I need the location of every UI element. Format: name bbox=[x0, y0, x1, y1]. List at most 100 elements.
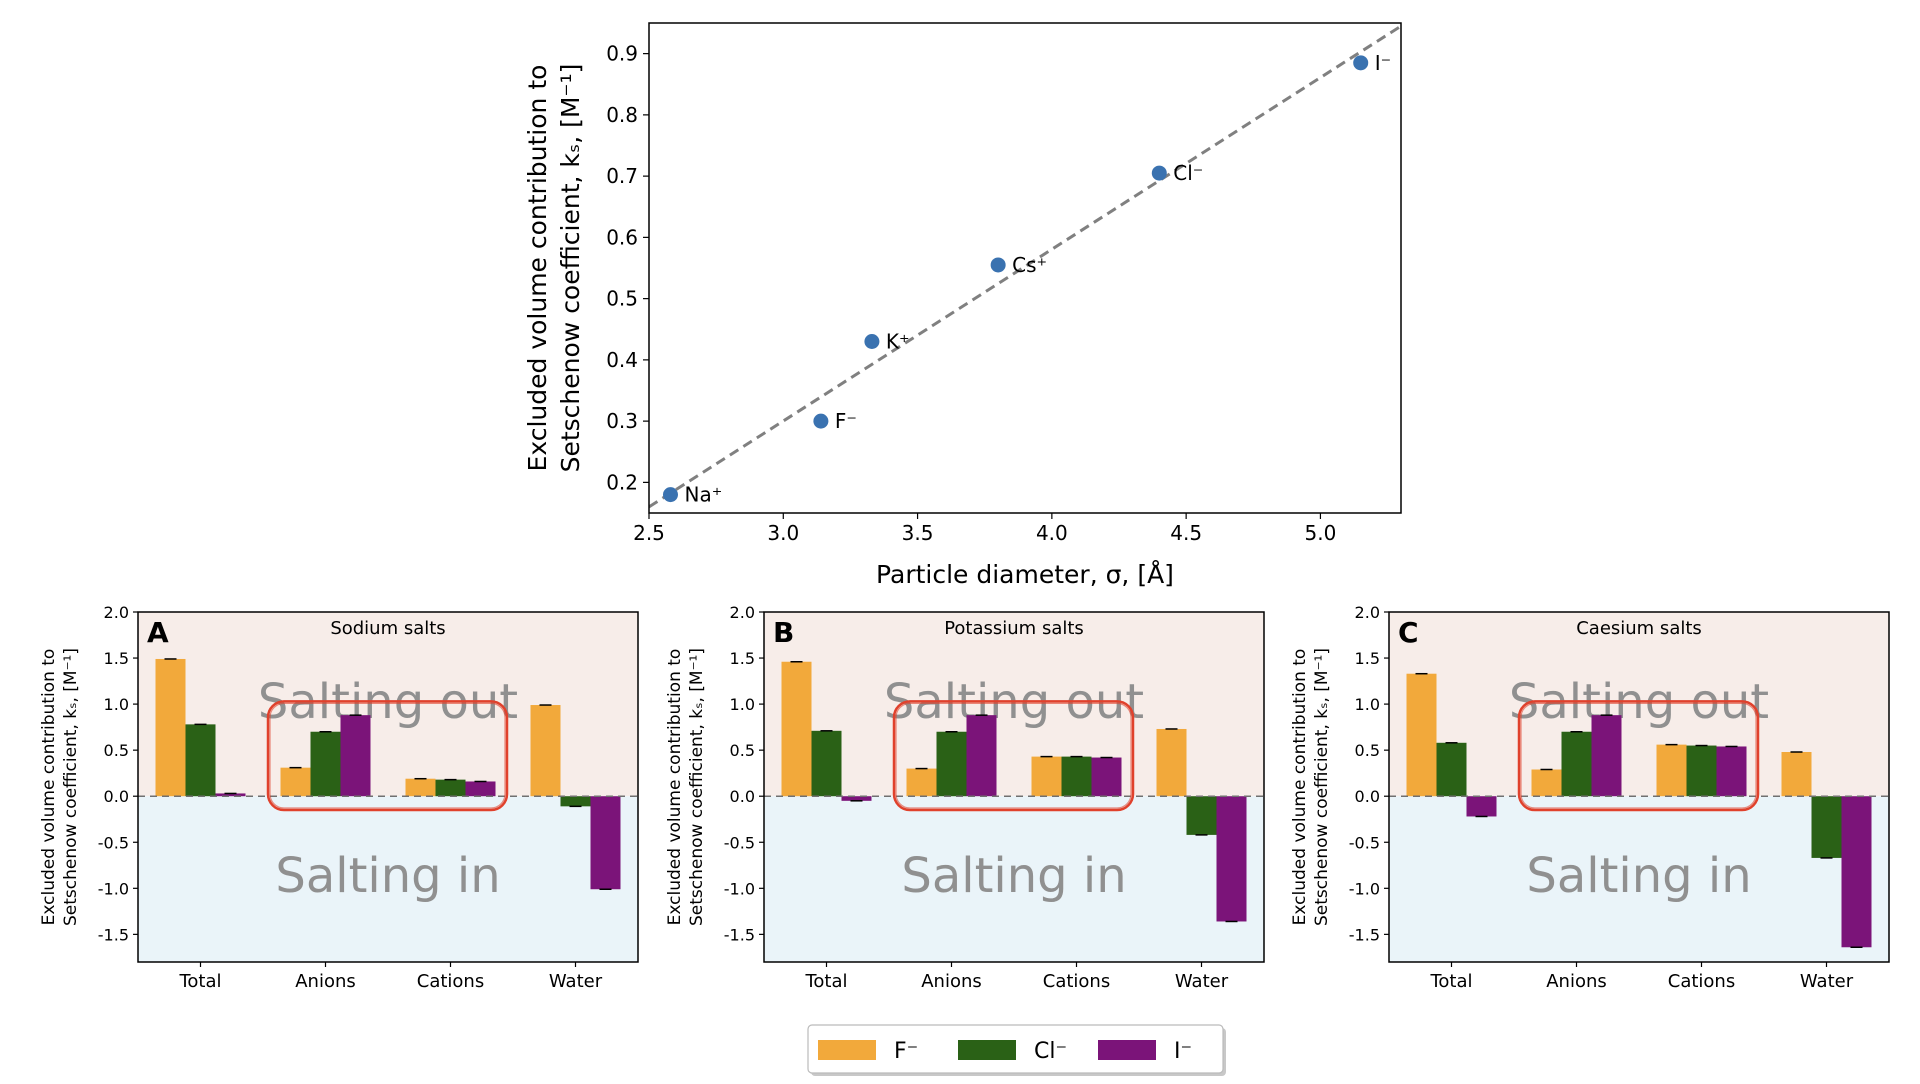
fit-line bbox=[649, 24, 1401, 509]
bar-y-axis-label: Excluded volume contribution to Setscheno… bbox=[39, 648, 81, 926]
bar-y-axis-label: Excluded volume contribution to Setscheno… bbox=[665, 648, 707, 926]
bar-category-label: Cations bbox=[1668, 971, 1735, 992]
bar-f-anions bbox=[1531, 769, 1562, 797]
bar-y-tick-label: -0.5 bbox=[1349, 833, 1380, 852]
bar-i-water bbox=[1841, 796, 1872, 948]
bar-cl-anions bbox=[936, 731, 967, 797]
bar-i-total bbox=[1466, 796, 1497, 817]
panel-title: Potassium salts bbox=[944, 618, 1084, 639]
bar-y-tick-label: -0.5 bbox=[724, 833, 755, 852]
bar-f-water bbox=[1156, 728, 1187, 797]
bar-i-total bbox=[841, 796, 872, 801]
bar-y-tick-label: 2.0 bbox=[104, 603, 129, 622]
legend-label-cl: Cl⁻ bbox=[1034, 1039, 1067, 1064]
scatter-x-tick-label: 4.0 bbox=[1036, 521, 1068, 545]
scatter-y-tick-label: 0.7 bbox=[606, 164, 638, 188]
salting-in-region bbox=[1389, 796, 1889, 962]
bar-y-tick-label: -1.5 bbox=[98, 925, 129, 944]
salting-in-label: Salting in bbox=[901, 848, 1126, 904]
bar-y-tick-label: 1.0 bbox=[730, 695, 755, 714]
bar-y-tick-label: 0.0 bbox=[104, 787, 129, 806]
bar-category-label: Total bbox=[178, 971, 221, 992]
scatter-y-tick-label: 0.5 bbox=[606, 287, 638, 311]
scatter-x-tick-label: 3.5 bbox=[902, 521, 934, 545]
bar-f-water bbox=[1781, 752, 1812, 797]
bar-cl-cations bbox=[1686, 745, 1717, 797]
bar-i-anions bbox=[1591, 715, 1622, 797]
scatter-point-label: F⁻ bbox=[835, 409, 857, 433]
scatter-y-tick-label: 0.2 bbox=[606, 470, 638, 494]
bar-y-tick-label: 2.0 bbox=[730, 603, 755, 622]
bar-category-label: Water bbox=[549, 971, 603, 992]
bar-y-tick-label: 1.5 bbox=[104, 649, 129, 668]
legend-swatch-cl bbox=[958, 1040, 1016, 1060]
bar-f-cations bbox=[1656, 744, 1687, 797]
bar-category-label: Total bbox=[1429, 971, 1472, 992]
bar-y-tick-label: -1.0 bbox=[1349, 879, 1380, 898]
legend-label-f: F⁻ bbox=[894, 1039, 918, 1064]
highlight-box-inner bbox=[1520, 702, 1757, 809]
bar-f-total bbox=[1406, 673, 1437, 797]
scatter-y-axis-label-line1: Excluded volume contribution to bbox=[523, 65, 552, 472]
bar-f-anions bbox=[906, 768, 937, 797]
bar-f-total bbox=[155, 658, 186, 797]
bar-i-cations bbox=[465, 781, 496, 797]
bar-y-tick-label: 1.0 bbox=[104, 695, 129, 714]
scatter-point-label: I⁻ bbox=[1375, 51, 1391, 75]
bar-cl-anions bbox=[1561, 731, 1592, 797]
bar-cl-cations bbox=[435, 779, 466, 797]
scatter-point-label: Cs⁺ bbox=[1012, 253, 1047, 277]
bar-cl-water bbox=[1811, 796, 1842, 858]
bar-y-tick-label: -1.5 bbox=[724, 925, 755, 944]
panel-letter: B bbox=[773, 616, 794, 649]
bar-y-axis-label-line2: Setschenow coefficient, kₛ, [M⁻¹] bbox=[687, 648, 707, 926]
bar-category-label: Water bbox=[1175, 971, 1229, 992]
scatter-y-axis-label-line2: Setschenow coefficient, kₛ, [M⁻¹] bbox=[556, 64, 585, 473]
bar-cl-water bbox=[560, 796, 591, 807]
scatter-frame bbox=[648, 22, 1402, 514]
bar-i-total bbox=[215, 793, 246, 797]
scatter-point bbox=[662, 487, 678, 503]
legend-swatch-i bbox=[1098, 1040, 1156, 1060]
scatter-point-label: Cl⁻ bbox=[1173, 161, 1203, 185]
bar-y-tick-label: -1.0 bbox=[724, 879, 755, 898]
bar-category-label: Anions bbox=[921, 971, 982, 992]
salting-in-label: Salting in bbox=[275, 848, 500, 904]
bar-y-tick-label: 1.5 bbox=[1355, 649, 1380, 668]
panel-letter: A bbox=[147, 616, 169, 649]
scatter-x-tick-label: 3.0 bbox=[767, 521, 799, 545]
bar-i-water bbox=[590, 796, 621, 890]
highlight-box-inner bbox=[895, 702, 1132, 809]
bar-category-label: Total bbox=[804, 971, 847, 992]
bar-y-tick-label: 0.0 bbox=[730, 787, 755, 806]
scatter-y-axis-label: Excluded volume contribution to Setscheno… bbox=[523, 64, 585, 473]
bar-y-tick-label: 0.0 bbox=[1355, 787, 1380, 806]
bar-cl-total bbox=[1436, 742, 1467, 797]
bar-y-tick-label: -1.5 bbox=[1349, 925, 1380, 944]
bar-cl-total bbox=[185, 724, 216, 797]
bar-i-anions bbox=[966, 715, 997, 797]
scatter-point bbox=[990, 257, 1006, 273]
highlight-box bbox=[266, 700, 509, 812]
scatter-y-tick-label: 0.9 bbox=[606, 42, 638, 66]
bar-y-axis-label-line2: Setschenow coefficient, kₛ, [M⁻¹] bbox=[1312, 648, 1332, 926]
scatter-x-tick-label: 5.0 bbox=[1305, 521, 1337, 545]
scatter-y-tick-label: 0.4 bbox=[606, 348, 638, 372]
bar-y-tick-label: 0.5 bbox=[730, 741, 755, 760]
scatter-point-label: Na⁺ bbox=[684, 483, 722, 507]
scatter-point bbox=[1353, 55, 1369, 71]
scatter-point bbox=[813, 413, 829, 429]
bar-i-cations bbox=[1716, 746, 1747, 797]
bar-category-label: Cations bbox=[417, 971, 484, 992]
bar-category-label: Cations bbox=[1043, 971, 1110, 992]
salting-in-label: Salting in bbox=[1526, 848, 1751, 904]
bar-y-tick-label: 0.5 bbox=[1355, 741, 1380, 760]
bar-y-tick-label: -0.5 bbox=[98, 833, 129, 852]
scatter-y-tick-label: 0.8 bbox=[606, 103, 638, 127]
scatter-x-tick-label: 4.5 bbox=[1170, 521, 1202, 545]
bar-y-tick-label: 0.5 bbox=[104, 741, 129, 760]
